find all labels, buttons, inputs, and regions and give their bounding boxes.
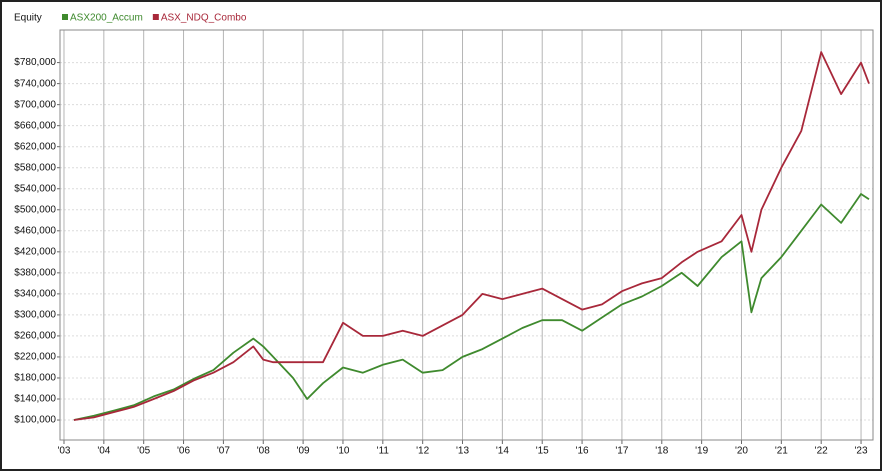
- y-axis-title: Equity: [14, 13, 42, 24]
- series-line: [73, 193, 870, 421]
- x-tick-label: '12: [416, 446, 429, 457]
- y-tick-label: $140,000: [14, 394, 56, 405]
- y-tick-label: $420,000: [14, 246, 56, 257]
- y-tick-label: $340,000: [14, 289, 56, 300]
- x-tick-label: '07: [217, 446, 230, 457]
- y-tick-label: $540,000: [14, 183, 56, 194]
- grid: $100,000 $140,000 $180,000 $220,000 $260,000…: [14, 30, 873, 457]
- x-tick-label: '03: [57, 446, 70, 457]
- y-tick-label: $100,000: [14, 415, 56, 426]
- x-tick-label: '13: [456, 446, 469, 457]
- x-tick-label: '11: [377, 446, 390, 457]
- plot-border: [59, 29, 874, 441]
- y-tick-label: $740,000: [14, 78, 56, 89]
- y-tick-label: $700,000: [14, 99, 56, 110]
- legend: ASX200_Accum ASX_NDQ_Combo: [62, 13, 247, 24]
- legend-label: ASX_NDQ_Combo: [161, 13, 247, 24]
- series-line: [73, 51, 870, 421]
- x-tick-label: '10: [336, 446, 349, 457]
- lines: [73, 51, 870, 421]
- x-tick-label: '05: [137, 446, 150, 457]
- x-tick-label: '21: [775, 446, 788, 457]
- y-tick-label: $180,000: [14, 373, 56, 384]
- y-tick-label: $260,000: [14, 331, 56, 342]
- y-tick-label: $660,000: [14, 120, 56, 131]
- y-tick-label: $780,000: [14, 57, 56, 68]
- legend-swatch: [152, 14, 159, 20]
- x-tick-label: '17: [615, 446, 628, 457]
- x-tick-label: '09: [297, 446, 310, 457]
- y-tick-label: $300,000: [14, 310, 56, 321]
- x-tick-label: '22: [815, 446, 828, 457]
- x-tick-label: '14: [496, 446, 509, 457]
- x-tick-label: '04: [97, 446, 110, 457]
- y-tick-label: $380,000: [14, 267, 56, 278]
- x-tick-label: '16: [576, 446, 589, 457]
- y-tick-label: $220,000: [14, 352, 56, 363]
- legend-swatch: [62, 14, 68, 20]
- x-tick-label: '15: [536, 446, 549, 457]
- legend-label: ASX200_Accum: [70, 13, 143, 24]
- x-tick-label: '20: [735, 446, 748, 457]
- x-tick-label: '19: [695, 446, 708, 457]
- x-tick-label: '23: [855, 446, 868, 457]
- x-tick-label: '08: [257, 446, 270, 457]
- y-tick-label: $500,000: [14, 204, 56, 215]
- y-tick-label: $620,000: [14, 141, 56, 152]
- y-tick-label: $460,000: [14, 225, 56, 236]
- x-tick-label: '18: [655, 446, 668, 457]
- x-tick-label: '06: [177, 446, 190, 457]
- y-tick-label: $580,000: [14, 162, 56, 173]
